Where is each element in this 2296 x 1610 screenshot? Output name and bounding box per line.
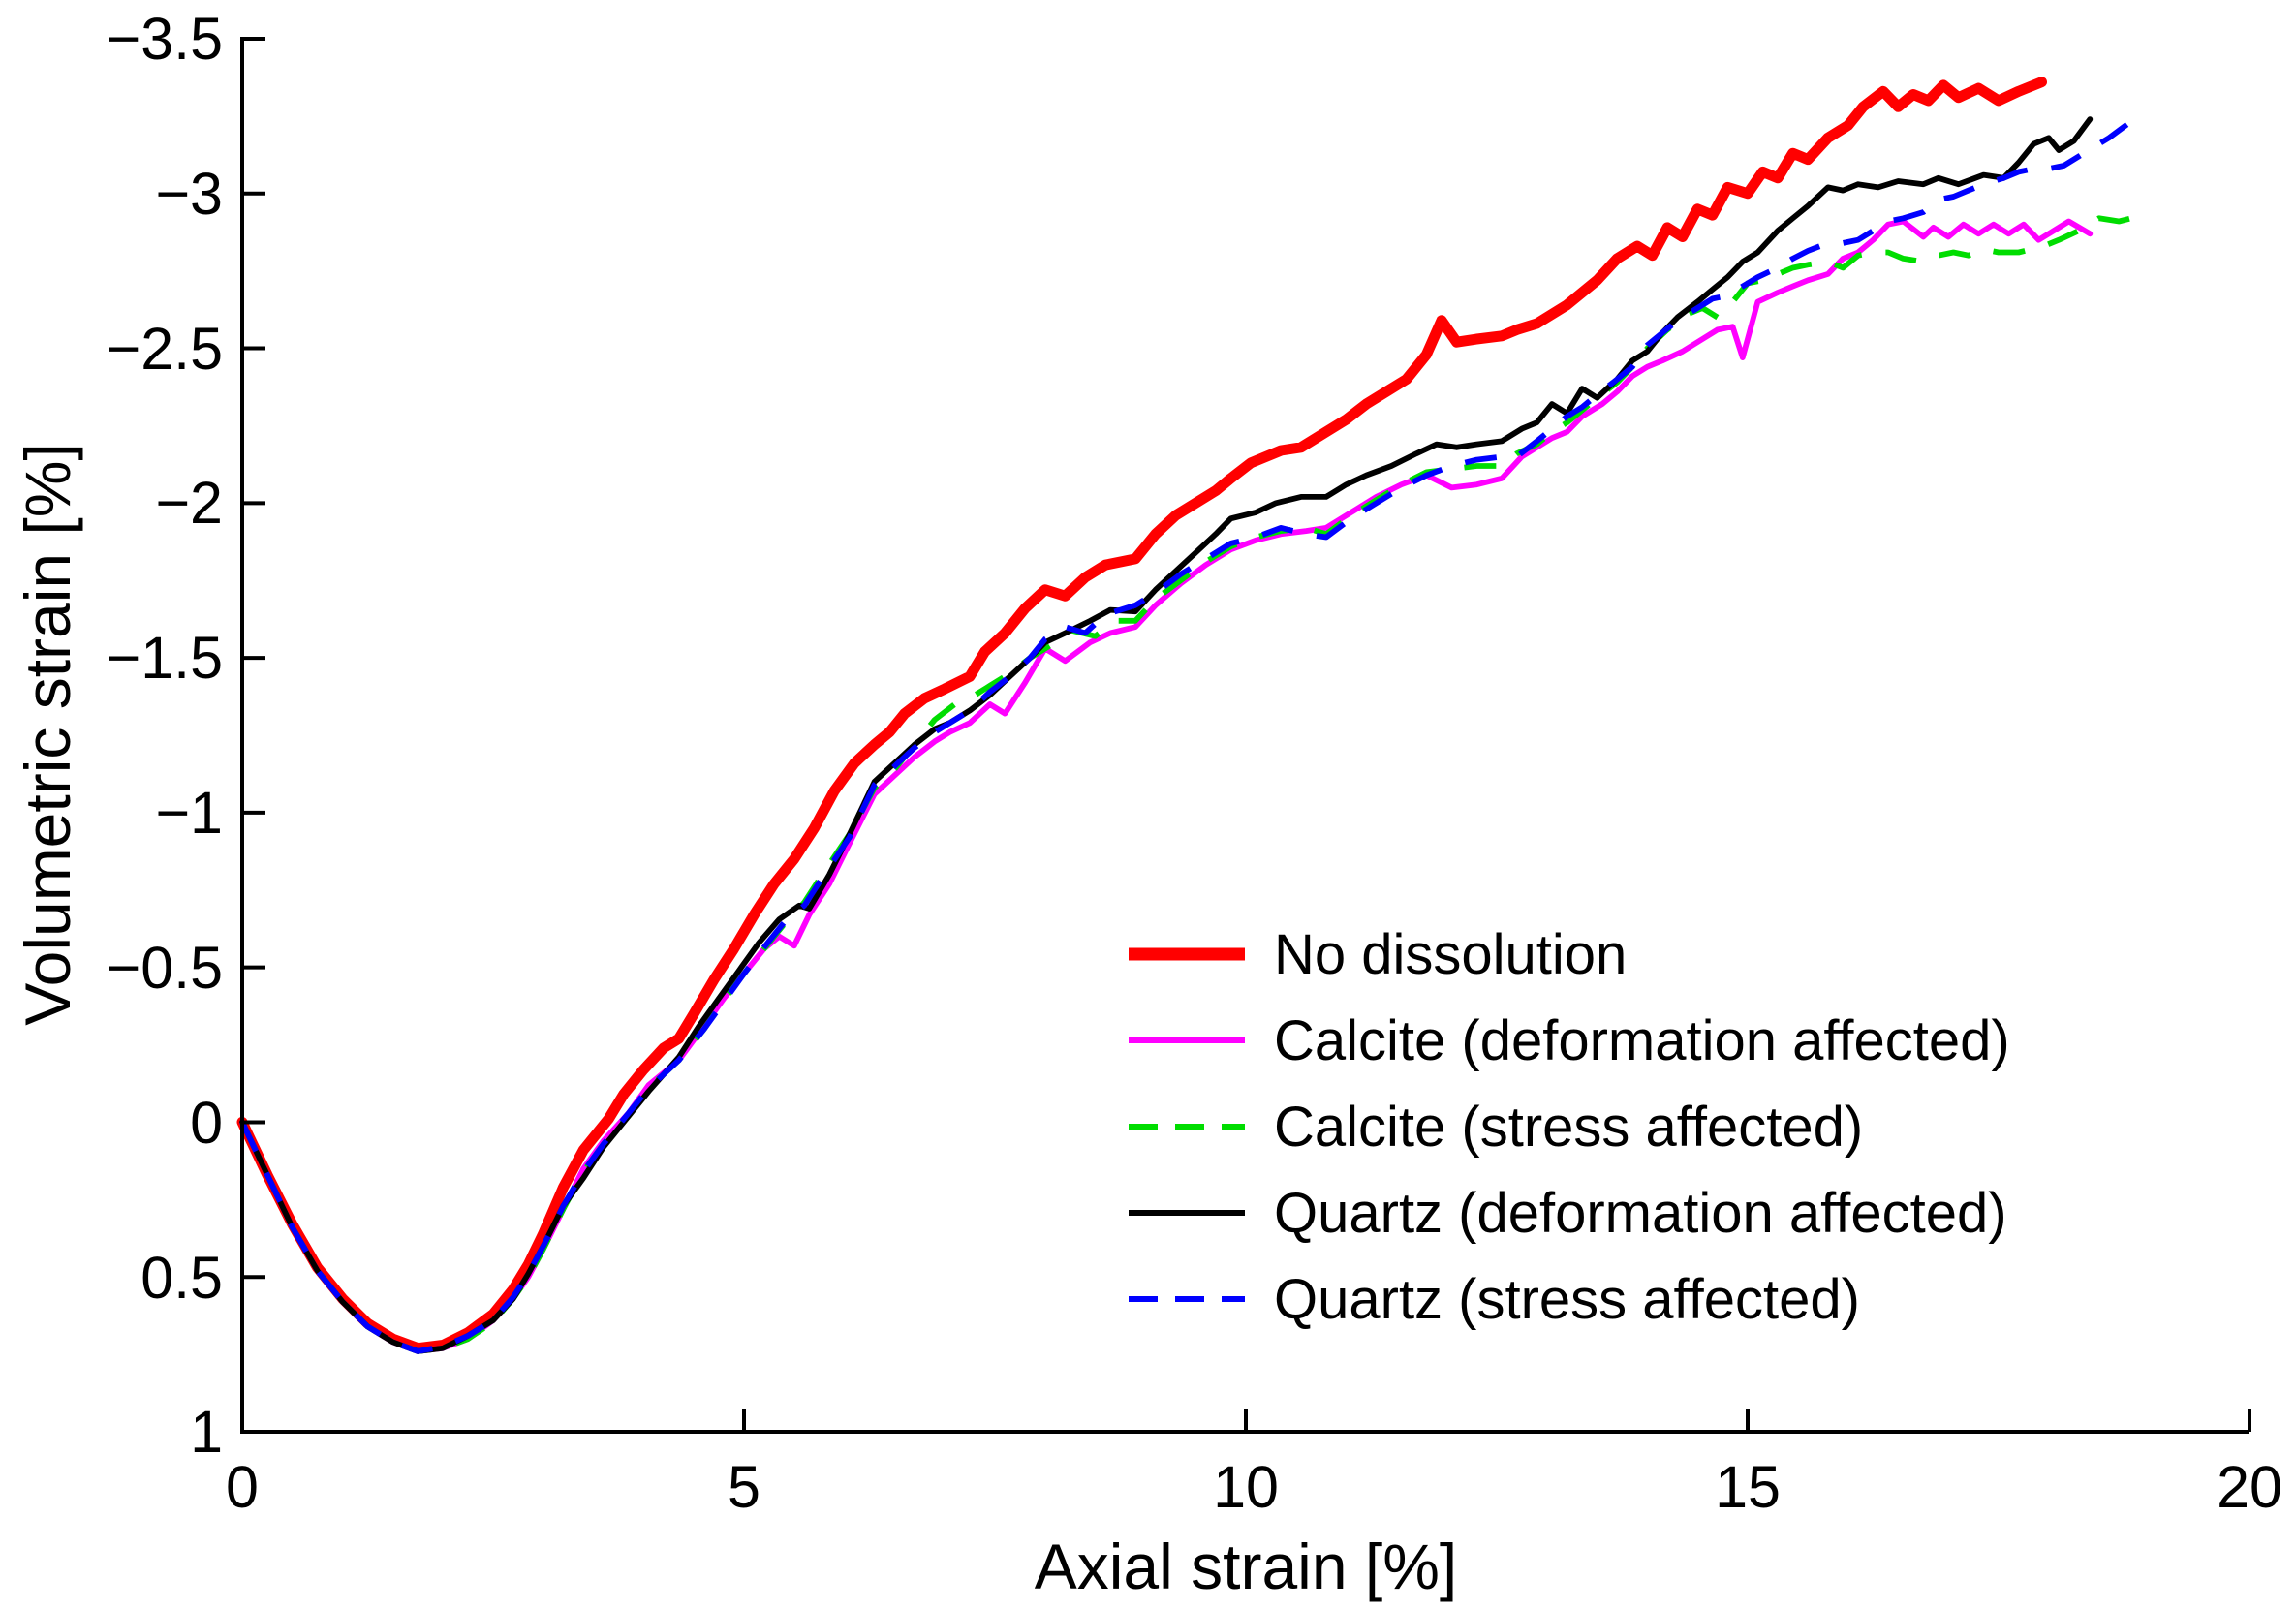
- legend-entry: No dissolution: [1129, 923, 1627, 986]
- y-tick-label: 0: [190, 1090, 223, 1156]
- x-tick-label: 5: [728, 1454, 760, 1520]
- series-line-quartz-stress-affected: [239, 116, 2136, 1354]
- series-line-quartz-deformation-affected: [239, 116, 2094, 1354]
- x-tick-label: 15: [1715, 1454, 1781, 1520]
- legend-label: No dissolution: [1274, 923, 1627, 986]
- legend-label: Quartz (stress affected): [1274, 1268, 1860, 1331]
- y-tick-label: 1: [190, 1399, 223, 1465]
- legend-entry: Quartz (deformation affected): [1129, 1182, 2007, 1245]
- legend-label: Calcite (stress affected): [1274, 1096, 1863, 1159]
- y-axis-label: Volumetric strain [%]: [12, 443, 83, 1026]
- y-tick-label: −3: [155, 161, 223, 227]
- tick-marks: [240, 37, 2251, 1434]
- y-tick-label: −2.5: [107, 316, 223, 382]
- x-tick-label: 10: [1213, 1454, 1279, 1520]
- legend-label: Calcite (deformation affected): [1274, 1009, 2010, 1072]
- x-axis-label: Axial strain [%]: [1035, 1531, 1457, 1602]
- y-tick-label: −1: [155, 780, 223, 846]
- legend-entry: Quartz (stress affected): [1129, 1268, 1860, 1331]
- axes: [240, 37, 2251, 1434]
- legend-label: Quartz (deformation affected): [1274, 1182, 2007, 1245]
- plot-series: [236, 77, 2145, 1354]
- series-line-calcite-stress-affected: [239, 212, 2145, 1354]
- x-axis-tick-labels: 0 5 10 15 20: [226, 1454, 2282, 1520]
- y-tick-label: −3.5: [107, 6, 223, 72]
- y-tick-label: −2: [155, 470, 223, 536]
- legend: No dissolution Calcite (deformation affe…: [1129, 923, 2010, 1331]
- x-tick-label: 20: [2217, 1454, 2282, 1520]
- x-tick-label: 0: [226, 1454, 259, 1520]
- y-axis-tick-labels: −3.5 −3 −2.5 −2 −1.5 −1 −0.5 0 0.5 1: [107, 6, 223, 1465]
- legend-entry: Calcite (deformation affected): [1129, 1009, 2010, 1072]
- legend-entry: Calcite (stress affected): [1129, 1096, 1863, 1159]
- y-tick-label: −1.5: [107, 625, 223, 691]
- series-line-no-dissolution: [236, 77, 2047, 1354]
- y-tick-label: −0.5: [107, 935, 223, 1001]
- y-tick-label: 0.5: [140, 1245, 223, 1311]
